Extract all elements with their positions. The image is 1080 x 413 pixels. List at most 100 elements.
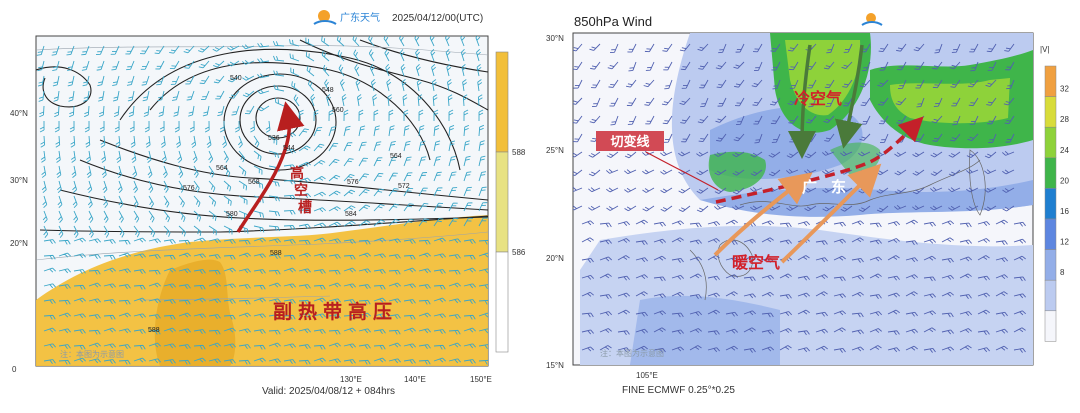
lon-label: 130°E (340, 375, 362, 384)
wind-barb (635, 274, 648, 280)
wind-barb (178, 344, 191, 349)
wind-barb (478, 239, 488, 245)
wind-barb (178, 195, 185, 208)
wind-barb (36, 45, 45, 56)
wind-barb (268, 135, 278, 145)
wind-barb (253, 329, 266, 334)
lat-label: 30°N (10, 176, 28, 185)
wind-barb (268, 225, 281, 232)
wind-barb (815, 240, 828, 246)
wind-barb (238, 312, 252, 318)
wind-barb (707, 238, 720, 243)
wind-barb (825, 97, 835, 107)
wind-barb (42, 195, 48, 209)
wind-barb (581, 220, 595, 226)
wind-barb (573, 169, 583, 176)
wind-barb (897, 61, 907, 71)
wind-barb (73, 297, 87, 303)
wind-barb (133, 195, 139, 208)
wind-barb (606, 187, 619, 193)
wind-barb (133, 225, 140, 238)
wind-barb (358, 157, 368, 167)
wind-barb (43, 254, 56, 260)
wind-barb (238, 268, 251, 274)
wind-barb (283, 209, 296, 215)
wind-barb (401, 79, 407, 92)
wind-barb (242, 75, 255, 81)
wind-barb (265, 120, 271, 133)
wind-barb (328, 190, 341, 197)
wind-barb (358, 109, 364, 122)
wind-barb (116, 150, 122, 163)
wind-barb (223, 327, 237, 333)
wind-barb (645, 115, 655, 125)
wind-barb (581, 257, 594, 263)
wind-barb (476, 64, 482, 77)
wind-barb (671, 220, 685, 226)
wind-barb (987, 61, 997, 71)
trough-arrow (236, 101, 305, 233)
wind-barb (133, 329, 146, 334)
wind-barb (689, 273, 702, 279)
wind-barb (599, 273, 612, 279)
right-map-svg: 切变线 冷空气 暖空气 广东 850hPa Wind 30°N 25°N 20°… (546, 13, 1069, 396)
wind-barb (163, 299, 176, 304)
wind-barb (923, 293, 936, 299)
wind-barb (716, 133, 727, 142)
wind-barb (433, 329, 446, 334)
wind-barb (148, 210, 155, 223)
lat-label: 0 (12, 365, 17, 374)
wind-barb (328, 269, 341, 275)
wind-barb (448, 238, 461, 244)
wind-barb (680, 115, 691, 124)
wind-barb (1004, 115, 1015, 124)
wind-barb (193, 269, 206, 274)
wind-barb (858, 205, 871, 212)
wind-barb (169, 45, 180, 54)
wind-barb (478, 171, 487, 182)
wind-barb (103, 195, 109, 208)
wind-barb (714, 151, 727, 157)
wind-barb (645, 61, 655, 71)
wind-barb (959, 345, 972, 351)
wind-barb (223, 359, 236, 364)
wind-barb (463, 202, 473, 212)
wind-barb (463, 140, 470, 152)
wind-barb (842, 79, 853, 88)
contour-label: 540 (230, 75, 242, 82)
wind-barb (238, 284, 251, 289)
wind-barb (448, 342, 462, 348)
wind-barb (804, 205, 817, 212)
wind-barb (725, 345, 738, 351)
wind-barb (581, 312, 594, 318)
wind-barb (159, 120, 165, 133)
wind-barb (253, 269, 266, 274)
wind-barb (707, 221, 721, 226)
wind-barb (689, 222, 702, 228)
wind-barb (238, 239, 251, 245)
wind-barb (984, 205, 997, 212)
warm-air-arrows (713, 163, 882, 264)
wind-barb (313, 357, 327, 363)
wind-barb (714, 169, 727, 176)
wind-barb (358, 239, 371, 245)
wind-barb (88, 298, 101, 304)
wind-barb (58, 344, 71, 349)
wind-barb (307, 79, 315, 92)
wind-barb (448, 358, 461, 364)
trough-label-text: 高空槽 (290, 165, 312, 215)
wind-barb (768, 151, 781, 158)
wind-barb (932, 79, 943, 89)
wind-barb (112, 90, 120, 102)
wind-barb (418, 218, 429, 227)
wind-barb (132, 165, 138, 179)
lat-label: 25°N (546, 146, 564, 155)
wind-barb (635, 257, 648, 263)
wind-barb (298, 223, 311, 229)
wind-barb (133, 344, 146, 350)
wind-barb (418, 359, 431, 365)
wind-barb (478, 202, 488, 212)
wind-barb (201, 90, 210, 101)
wind-barb (43, 267, 57, 273)
wind-barb (313, 127, 323, 137)
